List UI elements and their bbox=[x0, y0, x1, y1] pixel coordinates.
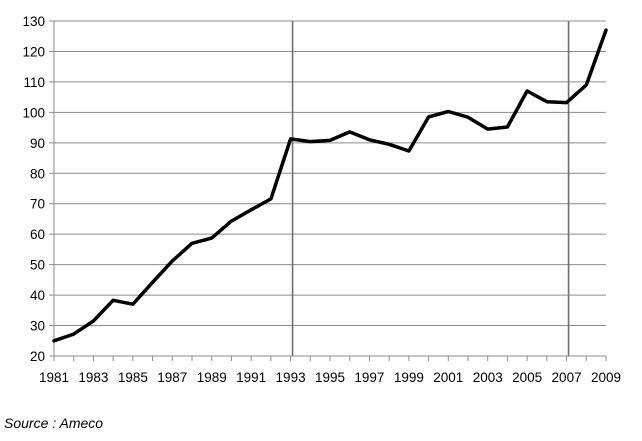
y-tick-label-60: 60 bbox=[30, 227, 45, 242]
gridlines bbox=[54, 20, 606, 327]
x-tick-label-1999: 1999 bbox=[394, 370, 424, 385]
y-tick-label-90: 90 bbox=[30, 136, 45, 151]
y-tick-label-30: 30 bbox=[30, 319, 45, 334]
x-tick-label-1993: 1993 bbox=[276, 370, 306, 385]
x-tick-label-2003: 2003 bbox=[473, 370, 503, 385]
series-group bbox=[52, 28, 608, 343]
x-tick-label-1987: 1987 bbox=[157, 370, 187, 385]
y-tick-label-80: 80 bbox=[30, 166, 45, 181]
y-tick-label-110: 110 bbox=[23, 75, 45, 90]
series-line-0 bbox=[52, 28, 608, 343]
x-tick-label-1997: 1997 bbox=[354, 370, 384, 385]
x-tick-label-1989: 1989 bbox=[197, 370, 227, 385]
y-tick-label-20: 20 bbox=[30, 349, 45, 364]
x-tick-labels: 1981 1983 1985 1987 1989 1991 1993 1995 1997 1999… bbox=[39, 370, 621, 385]
x-tick-label-2007: 2007 bbox=[552, 370, 582, 385]
source-note: Source : Ameco bbox=[4, 415, 104, 431]
x-tick-label-1995: 1995 bbox=[315, 370, 345, 385]
vertical-markers bbox=[291, 21, 570, 356]
y-tick-label-50: 50 bbox=[30, 258, 45, 273]
y-tick-label-70: 70 bbox=[30, 197, 45, 212]
y-tick-label-40: 40 bbox=[30, 288, 45, 303]
x-tick-label-1981: 1981 bbox=[39, 370, 69, 385]
x-tick-label-1985: 1985 bbox=[118, 370, 148, 385]
y-tick-label-120: 120 bbox=[22, 44, 45, 59]
x-tick-label-2001: 2001 bbox=[433, 370, 463, 385]
y-tick-labels: 20 30 40 50 60 70 80 90 100 110 120 130 bbox=[22, 14, 45, 364]
x-tick-label-2009: 2009 bbox=[591, 370, 621, 385]
axes bbox=[49, 20, 607, 361]
x-tick-label-2005: 2005 bbox=[512, 370, 542, 385]
x-tick-label-1983: 1983 bbox=[78, 370, 108, 385]
x-tick-label-1991: 1991 bbox=[236, 370, 266, 385]
y-tick-label-130: 130 bbox=[22, 14, 45, 29]
y-tick-label-100: 100 bbox=[22, 105, 45, 120]
